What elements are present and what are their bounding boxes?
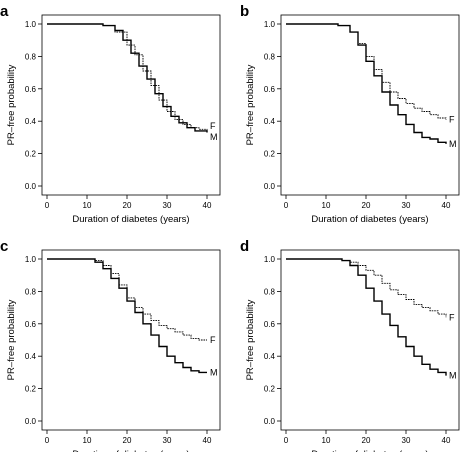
x-tick-label: 30 (163, 201, 172, 210)
series-F-curve (286, 23, 447, 120)
y-tick-label: 0.8 (25, 287, 37, 296)
plot-frame (41, 249, 221, 431)
y-tick-label: 0.8 (264, 52, 276, 61)
series-F-curve (286, 258, 447, 318)
panel-a: a 0 10 20 30 40 0.0 0.2 0.4 0.6 0.8 1.0 Duration of … (0, 3, 221, 225)
x-tick-label: 10 (322, 436, 331, 445)
x-tick-label: 0 (45, 436, 50, 445)
x-tick-label: 40 (442, 436, 451, 445)
x-tick-label: 40 (442, 201, 451, 210)
x-tick-label: 40 (203, 201, 212, 210)
y-axis-title: PR–free probability (6, 64, 17, 145)
x-axis-title: Duration of diabetes (years) (311, 449, 428, 452)
plot-frame (41, 14, 221, 196)
y-tick-label: 0.4 (264, 352, 276, 361)
series-M-curve (47, 258, 207, 374)
panel-b: b 0 10 20 30 40 0.0 0.2 0.4 0.6 0.8 1.0 Duration of … (240, 3, 460, 225)
series-label-M: M (210, 367, 218, 377)
x-axis-title: Duration of diabetes (years) (72, 449, 189, 452)
panel-letter-a: a (0, 3, 9, 20)
series-label-F: F (210, 335, 216, 345)
x-tick-label: 20 (123, 201, 132, 210)
y-tick-label: 1.0 (264, 20, 276, 29)
y-tick-label: 0.2 (264, 385, 276, 394)
y-tick-label: 0.6 (264, 320, 276, 329)
series-label-F: F (449, 312, 455, 322)
panel-d: d 0 10 20 30 40 0.0 0.2 0.4 0.6 0.8 1.0 Duration of … (240, 238, 460, 452)
x-axis-title: Duration of diabetes (years) (72, 214, 189, 225)
x-tick-label: 0 (284, 201, 289, 210)
x-tick-label: 0 (45, 201, 50, 210)
series-M-curve (47, 23, 208, 133)
y-tick-label: 1.0 (264, 255, 276, 264)
series-label-F: F (210, 121, 216, 131)
x-axis-title: Duration of diabetes (years) (311, 214, 428, 225)
x-tick-label: 30 (402, 436, 411, 445)
y-tick-label: 0.4 (25, 352, 37, 361)
x-tick-label: 0 (284, 436, 289, 445)
y-tick-label: 0.4 (264, 117, 276, 126)
series-label-M: M (210, 132, 218, 142)
panel-letter-c: c (0, 238, 8, 255)
y-tick-label: 0.6 (264, 85, 276, 94)
y-axis-title: PR–free probability (6, 299, 17, 380)
x-tick-label: 10 (83, 436, 92, 445)
y-tick-label: 0.2 (25, 385, 37, 394)
series-M-curve (286, 258, 447, 376)
plot-frame (280, 249, 460, 431)
panel-letter-d: d (240, 238, 249, 255)
y-tick-label: 0.2 (25, 150, 37, 159)
x-tick-label: 10 (322, 201, 331, 210)
x-tick-label: 30 (163, 436, 172, 445)
y-tick-label: 0.0 (25, 182, 37, 191)
y-tick-label: 0.2 (264, 150, 276, 159)
y-tick-label: 0.8 (25, 52, 37, 61)
x-tick-label: 10 (83, 201, 92, 210)
panel-letter-b: b (240, 3, 249, 20)
y-tick-label: 0.0 (264, 417, 276, 426)
y-tick-label: 0.0 (264, 182, 276, 191)
x-tick-label: 20 (123, 436, 132, 445)
x-tick-label: 40 (203, 436, 212, 445)
x-tick-label: 20 (362, 201, 371, 210)
y-tick-label: 1.0 (25, 255, 37, 264)
series-label-F: F (449, 115, 455, 125)
series-label-M: M (449, 139, 457, 149)
panel-c: c 0 10 20 30 40 0.0 0.2 0.4 0.6 0.8 1.0 Duration of … (0, 238, 221, 452)
y-axis-title: PR–free probability (245, 299, 256, 380)
y-tick-label: 0.0 (25, 417, 37, 426)
plot-frame (280, 14, 460, 196)
series-label-M: M (449, 371, 457, 381)
series-M-curve (286, 23, 447, 144)
y-tick-label: 0.4 (25, 117, 37, 126)
x-tick-label: 20 (362, 436, 371, 445)
y-axis-title: PR–free probability (245, 64, 256, 145)
y-tick-label: 0.6 (25, 320, 37, 329)
y-tick-label: 1.0 (25, 20, 37, 29)
y-tick-label: 0.8 (264, 287, 276, 296)
x-tick-label: 30 (402, 201, 411, 210)
y-tick-label: 0.6 (25, 85, 37, 94)
